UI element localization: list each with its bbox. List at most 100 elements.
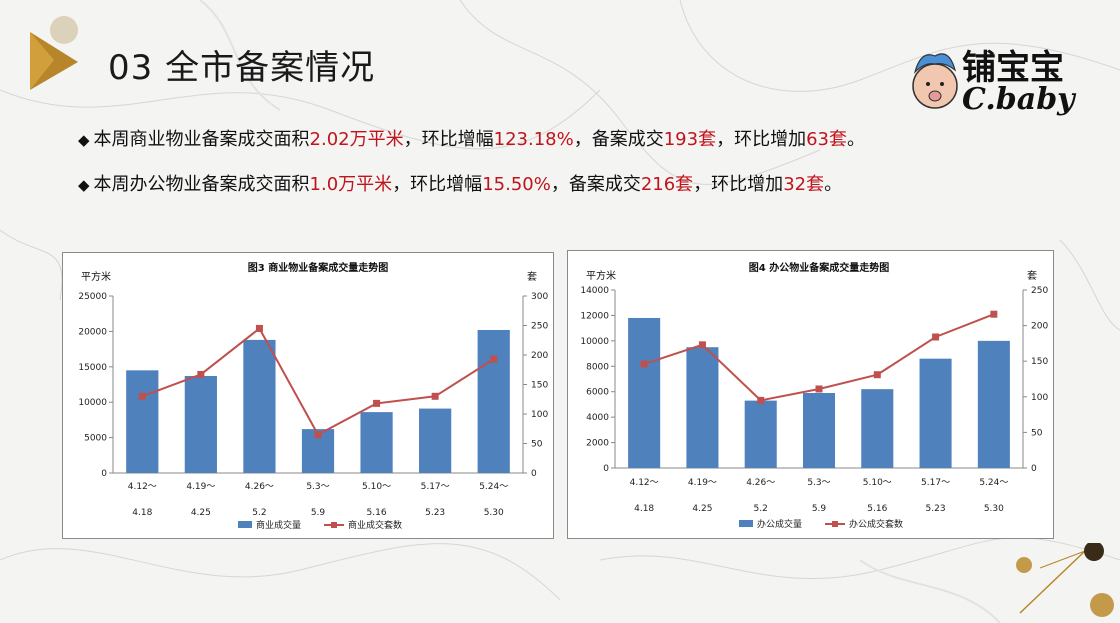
y1-tick-label: 8000: [586, 362, 609, 372]
bar-mark: [360, 412, 393, 473]
x-tick-label-end: 5.2: [252, 508, 266, 518]
bar-mark: [686, 347, 719, 468]
x-tick-label-end: 5.23: [425, 508, 445, 518]
line-point: [314, 431, 322, 439]
chart-title: 图4 办公物业备案成交量走势图: [749, 261, 889, 274]
line-point: [990, 310, 998, 318]
bullet-text: 。: [824, 174, 843, 195]
highlight-area-growth: 123.18%: [493, 129, 574, 150]
y2-tick-label: 250: [531, 322, 548, 332]
bar-mark: [919, 358, 952, 468]
bullet-text: ，备案成交: [573, 129, 664, 150]
x-tick-label: 5.17～: [421, 482, 450, 492]
line-point: [431, 392, 439, 400]
bar-mark: [243, 339, 276, 473]
diamond-bullet-icon: ◆: [78, 131, 90, 149]
bullet-text: ，环比增幅: [392, 174, 483, 195]
bullet-text: ，备案成交: [550, 174, 641, 195]
bullet-text: 本周商业物业备案成交面积: [93, 129, 310, 150]
y2-tick-label: 200: [531, 351, 548, 361]
y2-tick-label: 150: [531, 381, 548, 391]
bar-mark: [802, 392, 836, 468]
x-tick-label: 4.26～: [245, 482, 274, 492]
x-tick-label-end: 5.16: [867, 504, 887, 514]
line-point: [197, 370, 205, 378]
x-tick-label: 5.3～: [807, 478, 830, 488]
y1-tick-label: 6000: [586, 388, 609, 398]
x-tick-label-end: 5.2: [754, 504, 768, 514]
bullet-text: 。: [846, 129, 865, 150]
line-point: [640, 360, 648, 368]
y1-tick-label: 0: [101, 469, 107, 479]
x-tick-label-end: 5.9: [812, 504, 827, 514]
y2-unit-label: 套: [527, 270, 537, 283]
brand-name-cn: 铺宝宝: [962, 48, 1064, 88]
x-tick-label-end: 4.25: [191, 508, 211, 518]
legend-line-label: 商业成交套数: [348, 519, 402, 531]
y2-tick-label: 50: [531, 440, 543, 450]
y2-tick-label: 100: [1031, 393, 1048, 403]
line-point: [873, 371, 881, 379]
line-point: [138, 392, 146, 400]
x-tick-label-end: 5.9: [311, 508, 326, 518]
x-tick-label: 5.10～: [863, 478, 892, 488]
highlight-area-growth: 15.50%: [482, 174, 551, 195]
line-point: [757, 396, 765, 404]
bullet-office: ◆ 本周办公物业备案成交面积1.0万平米，环比增幅15.50%，备案成交216套，…: [78, 170, 842, 196]
x-tick-label: 4.19～: [688, 478, 717, 488]
x-tick-label-end: 5.23: [926, 504, 946, 514]
line-point: [815, 385, 823, 393]
y1-tick-label: 15000: [78, 363, 107, 373]
y1-tick-label: 0: [603, 464, 609, 474]
y2-tick-label: 250: [1031, 286, 1048, 296]
line-point: [373, 399, 381, 407]
x-tick-label-end: 5.30: [984, 504, 1004, 514]
y1-tick-label: 20000: [78, 327, 107, 337]
legend-line-marker: [832, 521, 838, 527]
chart-office: 图4 办公物业备案成交量走势图 平方米套 0 2000 4000 6000 8000 1000…: [567, 250, 1054, 539]
highlight-units-change: 32套: [783, 174, 825, 195]
legend-line-label: 办公成交套数: [849, 518, 903, 530]
page-title: 03 全市备案情况: [108, 48, 376, 88]
gold-triangle-logo: [30, 16, 78, 90]
y1-tick-label: 12000: [580, 311, 609, 321]
chart-commercial: 图3 商业物业备案成交量走势图 平方米 套 0 5000 10000 15000 20000 2…: [62, 252, 554, 539]
line-point: [698, 341, 706, 349]
y1-tick-label: 10000: [78, 398, 107, 408]
x-tick-label-end: 5.30: [484, 508, 504, 518]
y1-tick-label: 2000: [586, 439, 609, 449]
y2-tick-label: 150: [1031, 357, 1048, 367]
y2-tick-label: 50: [1031, 428, 1043, 438]
bullet-text: ，环比增加: [716, 129, 807, 150]
y1-tick-label: 25000: [78, 292, 107, 302]
brand-name-en: C.baby: [962, 82, 1075, 117]
bar-mark: [184, 376, 217, 473]
y2-tick-label: 0: [531, 469, 537, 479]
bullet-text: ，环比增加: [693, 174, 784, 195]
x-tick-label-end: 4.25: [692, 504, 712, 514]
x-tick-label: 4.12～: [630, 478, 659, 488]
x-tick-label: 4.19～: [186, 482, 215, 492]
y1-tick-label: 4000: [586, 413, 609, 423]
bullet-text: ，环比增幅: [403, 129, 494, 150]
bar-mark: [744, 400, 777, 468]
y2-tick-label: 200: [1031, 322, 1048, 332]
y2-tick-label: 0: [1031, 464, 1037, 474]
y1-tick-label: 10000: [580, 337, 609, 347]
x-tick-label-end: 4.18: [132, 508, 152, 518]
bar-mark: [126, 370, 159, 473]
line-point: [255, 324, 263, 332]
y1-tick-label: 5000: [84, 434, 107, 444]
x-tick-label-end: 5.16: [367, 508, 387, 518]
y2-unit-label: 套: [1027, 269, 1037, 282]
highlight-area: 1.0万平米: [309, 174, 393, 195]
legend-bar-swatch: [238, 521, 252, 528]
brand-mascot-icon: [912, 53, 958, 109]
y1-tick-label: 14000: [580, 286, 609, 296]
bar-mark: [861, 389, 894, 468]
highlight-units-change: 63套: [806, 129, 847, 150]
y2-tick-label: 100: [531, 410, 548, 420]
